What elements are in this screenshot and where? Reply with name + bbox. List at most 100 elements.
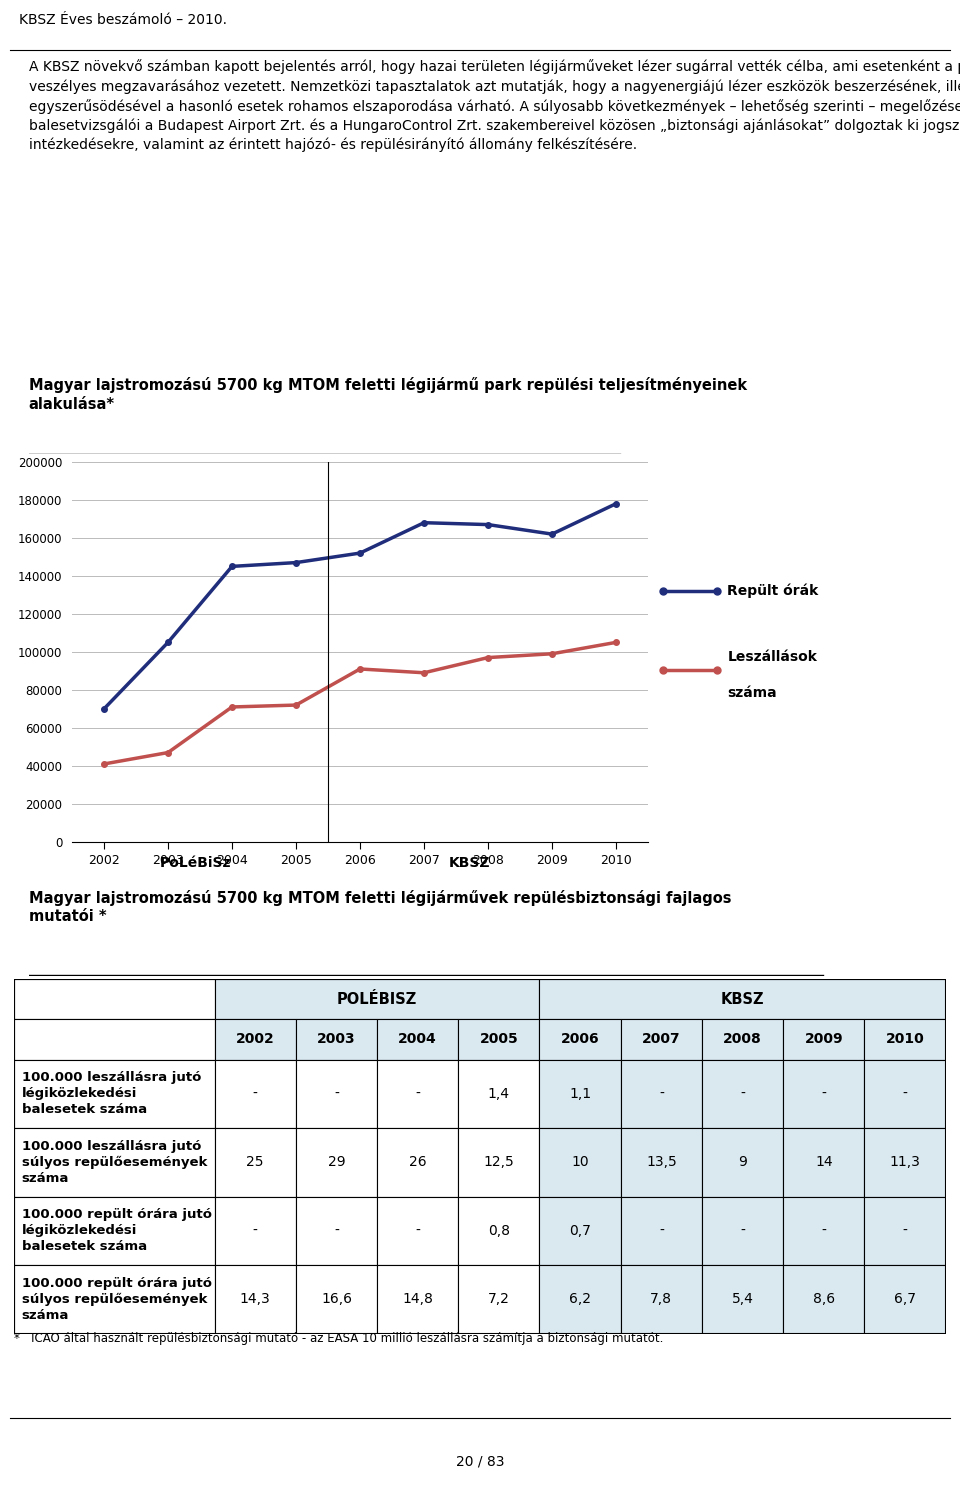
- Bar: [215, 1019, 296, 1059]
- Bar: [14, 1265, 215, 1334]
- Text: 29: 29: [327, 1155, 346, 1170]
- Text: 2006: 2006: [561, 1033, 599, 1046]
- Text: 2005: 2005: [479, 1033, 518, 1046]
- Bar: [540, 1265, 621, 1334]
- Bar: [14, 1196, 215, 1265]
- Text: 10: 10: [571, 1155, 588, 1170]
- Bar: [702, 1019, 783, 1059]
- Text: -: -: [416, 1086, 420, 1101]
- Bar: [864, 1128, 946, 1196]
- Text: 14: 14: [815, 1155, 832, 1170]
- Bar: [215, 1265, 296, 1334]
- Text: 2002: 2002: [236, 1033, 275, 1046]
- Bar: [377, 1059, 458, 1128]
- Text: 0,7: 0,7: [569, 1223, 591, 1238]
- Text: 25: 25: [247, 1155, 264, 1170]
- Bar: [377, 1019, 458, 1059]
- Bar: [864, 1059, 946, 1128]
- Text: 0,8: 0,8: [488, 1223, 510, 1238]
- Text: -: -: [334, 1086, 339, 1101]
- Text: 100.000 repült órára jutó
súlyos repülőesemények
száma: 100.000 repült órára jutó súlyos repülőe…: [22, 1277, 212, 1322]
- Text: 2003: 2003: [317, 1033, 356, 1046]
- Text: -: -: [740, 1086, 745, 1101]
- Bar: [540, 1019, 621, 1059]
- Text: 14,8: 14,8: [402, 1292, 433, 1307]
- Text: 1,1: 1,1: [569, 1086, 591, 1101]
- Text: KBSZ Éves beszámoló – 2010.: KBSZ Éves beszámoló – 2010.: [19, 13, 228, 27]
- Bar: [296, 1265, 377, 1334]
- Bar: [215, 979, 540, 1019]
- Text: 26: 26: [409, 1155, 426, 1170]
- Text: -: -: [659, 1086, 663, 1101]
- Bar: [864, 1265, 946, 1334]
- Bar: [540, 1059, 621, 1128]
- Text: KBSZ: KBSZ: [448, 855, 491, 870]
- Bar: [215, 1059, 296, 1128]
- Bar: [783, 1128, 864, 1196]
- Text: POLÉBISZ: POLÉBISZ: [337, 992, 418, 1007]
- Text: 100.000 repült órára jutó
légiközlekedési
balesetek száma: 100.000 repült órára jutó légiközlekedés…: [22, 1208, 212, 1253]
- Text: 16,6: 16,6: [321, 1292, 352, 1307]
- Bar: [783, 1196, 864, 1265]
- Bar: [783, 1019, 864, 1059]
- Text: 8,6: 8,6: [813, 1292, 835, 1307]
- Text: -: -: [416, 1223, 420, 1238]
- Text: Magyar lajstromozású 5700 kg MTOM feletti légijármű park repülési teljesítményei: Magyar lajstromozású 5700 kg MTOM felett…: [29, 377, 747, 411]
- Bar: [14, 1128, 215, 1196]
- Bar: [377, 1128, 458, 1196]
- Text: 5,4: 5,4: [732, 1292, 754, 1307]
- Bar: [864, 1196, 946, 1265]
- Bar: [458, 1196, 540, 1265]
- Bar: [296, 1128, 377, 1196]
- Text: száma: száma: [728, 685, 777, 700]
- Bar: [377, 1265, 458, 1334]
- Bar: [783, 1059, 864, 1128]
- Text: 100.000 leszállásra jutó
súlyos repülőesemények
száma: 100.000 leszállásra jutó súlyos repülőes…: [22, 1140, 207, 1185]
- Text: KBSZ: KBSZ: [721, 992, 764, 1007]
- Bar: [215, 1196, 296, 1265]
- Bar: [14, 1019, 215, 1059]
- Text: 6,2: 6,2: [569, 1292, 591, 1307]
- Text: 11,3: 11,3: [890, 1155, 921, 1170]
- Text: 2004: 2004: [398, 1033, 437, 1046]
- Bar: [702, 1265, 783, 1334]
- Text: 9: 9: [738, 1155, 747, 1170]
- Bar: [458, 1265, 540, 1334]
- Text: PoLéBiSz: PoLéBiSz: [160, 855, 231, 870]
- Text: 7,2: 7,2: [488, 1292, 510, 1307]
- Bar: [864, 1019, 946, 1059]
- Bar: [296, 1196, 377, 1265]
- Bar: [296, 1019, 377, 1059]
- Bar: [540, 979, 946, 1019]
- Text: 20 / 83: 20 / 83: [456, 1454, 504, 1468]
- Text: 2010: 2010: [886, 1033, 924, 1046]
- Bar: [377, 1196, 458, 1265]
- Text: 2009: 2009: [804, 1033, 843, 1046]
- Text: 2007: 2007: [642, 1033, 681, 1046]
- Bar: [14, 979, 215, 1019]
- Text: 7,8: 7,8: [650, 1292, 672, 1307]
- Bar: [296, 1059, 377, 1128]
- Bar: [621, 1128, 702, 1196]
- Bar: [783, 1265, 864, 1334]
- Bar: [458, 1128, 540, 1196]
- Bar: [621, 1059, 702, 1128]
- Text: 1,4: 1,4: [488, 1086, 510, 1101]
- Bar: [458, 1059, 540, 1128]
- Text: -: -: [740, 1223, 745, 1238]
- Text: -: -: [822, 1086, 827, 1101]
- Bar: [215, 1128, 296, 1196]
- Bar: [14, 1059, 215, 1128]
- Bar: [702, 1128, 783, 1196]
- Text: -: -: [252, 1086, 257, 1101]
- Bar: [621, 1265, 702, 1334]
- Text: *   ICAO által használt repülésbiztonsági mutató - az EASA 10 millió leszállásra: * ICAO által használt repülésbiztonsági …: [14, 1332, 663, 1345]
- Text: 13,5: 13,5: [646, 1155, 677, 1170]
- Text: -: -: [902, 1086, 907, 1101]
- Bar: [621, 1196, 702, 1265]
- Bar: [540, 1128, 621, 1196]
- Text: 2008: 2008: [723, 1033, 762, 1046]
- Text: -: -: [902, 1223, 907, 1238]
- Bar: [621, 1019, 702, 1059]
- Text: Leszállások: Leszállások: [728, 650, 817, 665]
